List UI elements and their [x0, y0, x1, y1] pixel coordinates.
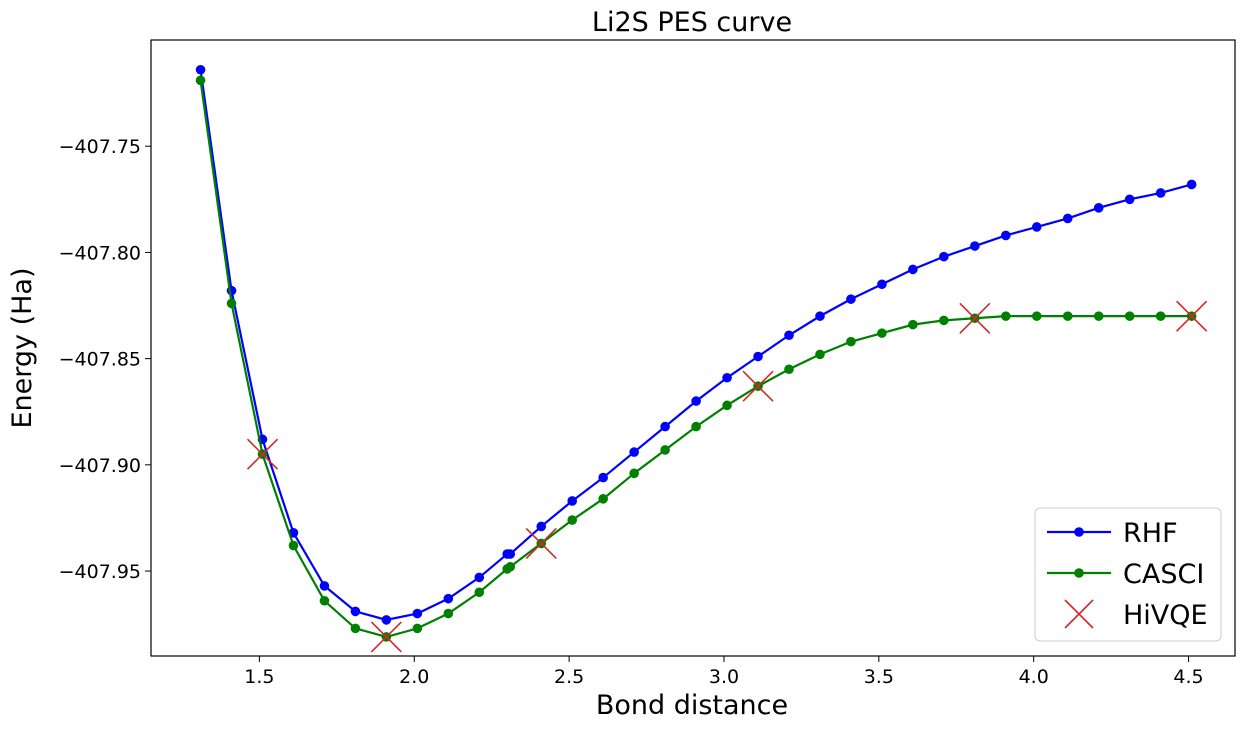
legend: RHF CASCI HiVQE — [1034, 507, 1222, 642]
hivqe-marker — [525, 527, 557, 559]
rhf-point — [319, 581, 330, 591]
series-layer — [195, 64, 1208, 653]
casci-point — [195, 75, 206, 86]
casci-line — [199, 80, 1192, 639]
casci-point — [350, 623, 361, 634]
x-axis-label: Bond distance — [596, 690, 788, 721]
rhf-point — [629, 447, 639, 457]
rhf-point — [536, 521, 547, 532]
hivqe-marker — [959, 302, 991, 334]
legend-marker-rhf — [1074, 527, 1084, 537]
legend-box — [1034, 507, 1222, 642]
hivqe-marker — [1176, 300, 1208, 332]
rhf-point — [753, 351, 763, 362]
casci-point — [226, 298, 237, 309]
casci-point — [505, 561, 516, 572]
x-tick-label: 4.5 — [1173, 666, 1203, 688]
legend-label-rhf: RHF — [1123, 518, 1178, 549]
casci-point — [722, 400, 732, 411]
rhf-point — [1186, 179, 1197, 190]
rhf-point — [226, 285, 237, 296]
hivqe-marker — [246, 438, 279, 470]
rhf-point — [505, 549, 516, 559]
legend-marker-casci — [1074, 568, 1084, 578]
legend-label-casci: CASCI — [1123, 559, 1204, 590]
y-axis: −407.75 −407.80 −407.85 −407.90 −407.95 — [59, 136, 151, 583]
casci-point — [567, 515, 578, 525]
rhf-point — [660, 421, 670, 432]
casci-point — [1093, 311, 1104, 321]
rhf-point — [1031, 222, 1042, 232]
chart-title: Li2S PES curve — [592, 7, 792, 38]
rhf-point — [1093, 203, 1104, 213]
x-tick-label: 1.5 — [244, 666, 274, 688]
rhf-point — [815, 311, 825, 321]
casci-point — [474, 587, 485, 598]
casci-point — [1031, 311, 1042, 321]
casci-point — [443, 608, 454, 619]
rhf-point — [474, 572, 485, 583]
casci-point — [1062, 311, 1073, 321]
rhf-point — [443, 593, 454, 604]
rhf-point — [784, 330, 794, 341]
x-tick-label: 2.0 — [399, 666, 429, 688]
casci-point — [784, 364, 794, 375]
casci-point — [288, 540, 299, 551]
hivqe-marker — [742, 370, 774, 402]
rhf-point — [1155, 188, 1166, 198]
y-tick-label: −407.75 — [59, 136, 141, 158]
x-tick-label: 3.0 — [709, 666, 739, 688]
y-tick-label: −407.95 — [59, 561, 141, 583]
rhf-point — [1062, 213, 1073, 224]
x-tick-label: 2.5 — [554, 666, 584, 688]
x-tick-label: 3.5 — [864, 666, 894, 688]
rhf-line — [199, 69, 1192, 622]
rhf-point — [939, 251, 949, 262]
legend-marker-hivqe — [1064, 599, 1094, 629]
legend-label-hivqe: HiVQE — [1123, 600, 1208, 631]
rhf-point — [412, 608, 423, 619]
legend-item-casci: CASCI — [1047, 559, 1204, 590]
y-tick-label: −407.85 — [59, 349, 141, 371]
casci-point — [908, 319, 918, 330]
casci-point — [598, 494, 608, 504]
rhf-point — [691, 396, 701, 406]
casci-point — [691, 421, 701, 432]
casci-point — [815, 349, 825, 360]
x-tick-label: 4.0 — [1019, 666, 1049, 688]
y-tick-label: −407.90 — [59, 455, 141, 477]
rhf-point — [1124, 194, 1135, 205]
casci-point — [660, 445, 670, 455]
y-tick-label: −407.80 — [59, 242, 141, 264]
hivqe-marker — [370, 621, 402, 653]
rhf-point — [1001, 230, 1011, 241]
rhf-point — [195, 64, 206, 75]
rhf-point — [598, 472, 608, 483]
casci-point — [877, 328, 887, 338]
casci-point — [412, 623, 423, 634]
rhf-point — [846, 294, 856, 304]
rhf-point — [908, 264, 918, 275]
y-axis-label: Energy (Ha) — [7, 267, 38, 428]
casci-point — [1155, 311, 1166, 321]
plot-frame — [150, 39, 1236, 657]
rhf-point — [381, 615, 392, 625]
rhf-point — [970, 241, 980, 251]
legend-item-rhf: RHF — [1047, 518, 1178, 549]
casci-point — [846, 336, 856, 347]
casci-point — [629, 468, 639, 479]
casci-point — [939, 315, 949, 326]
rhf-point — [722, 372, 732, 383]
casci-point — [1001, 311, 1011, 321]
casci-point — [1124, 311, 1135, 321]
x-axis: 1.5 2.0 2.5 3.0 3.5 4.0 4.5 — [244, 656, 1204, 688]
rhf-point — [350, 606, 361, 617]
rhf-point — [877, 279, 887, 290]
legend-item-hivqe: HiVQE — [1064, 599, 1208, 631]
rhf-point — [567, 496, 578, 506]
casci-point — [319, 595, 330, 606]
